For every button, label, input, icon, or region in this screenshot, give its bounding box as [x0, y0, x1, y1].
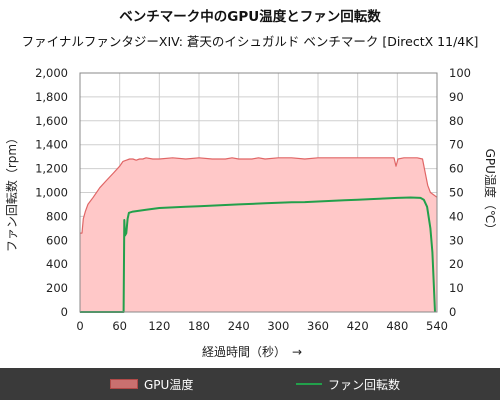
chart-svg: ベンチマーク中のGPU温度とファン回転数 ファイナルファンタジーXIV: 蒼天の… [4, 8, 498, 359]
chart-subtitle: ファイナルファンタジーXIV: 蒼天のイシュガルド ベンチマーク [Direct… [22, 34, 479, 49]
x-tick-label: 360 [307, 319, 329, 333]
y-right-tick-label: 30 [449, 233, 464, 247]
y-left-tick-label: 1,800 [35, 90, 68, 104]
y-right-tick-label: 10 [449, 281, 464, 295]
legend-label-gpu-temp: GPU温度 [144, 377, 194, 392]
y-right-tick-label: 40 [449, 209, 464, 223]
legend-item-fan-speed: ファン回転数 [296, 368, 400, 400]
y-left-tick-label: 1,200 [35, 162, 68, 176]
x-axis-title: 経過時間（秒） → [202, 345, 302, 359]
series-line-gpu-temp [80, 157, 438, 234]
y-left-tick-label: 1,600 [35, 114, 68, 128]
y-right-tick-label: 20 [449, 257, 464, 271]
y-left-tick-label: 0 [61, 305, 68, 319]
y-right-tick-label: 80 [449, 114, 464, 128]
x-tick-label: 180 [188, 319, 210, 333]
y-axis-right-title: GPU温度（℃） [483, 149, 498, 236]
y-left-tick-label: 400 [46, 257, 68, 271]
series-area-gpu-temp [80, 157, 437, 312]
y-left-tick-label: 600 [46, 233, 68, 247]
x-tick-label: 480 [386, 319, 408, 333]
y-right-tick-label: 70 [449, 138, 464, 152]
y-right-tick-label: 50 [449, 186, 464, 200]
y-right-tick-label: 0 [449, 305, 456, 319]
y-left-tick-label: 2,000 [35, 66, 68, 80]
y-right-tick-label: 90 [449, 90, 464, 104]
y-axis-left-title: ファン回転数（rpm） [4, 132, 19, 252]
y-right-tick-label: 60 [449, 162, 464, 176]
x-tick-label: 420 [347, 319, 369, 333]
y-left-tick-label: 800 [46, 209, 68, 223]
plot-border [79, 72, 438, 313]
x-tick-label: 300 [267, 319, 289, 333]
y-left-tick-label: 1,400 [35, 138, 68, 152]
x-tick-label: 540 [426, 319, 448, 333]
x-tick-label: 60 [112, 319, 127, 333]
y-right-tick-label: 100 [449, 66, 471, 80]
series-line-fan-speed [80, 196, 436, 313]
legend-swatch-gpu-temp [110, 379, 138, 389]
tick-labels: 0 60 120 180 240 300 360 420 480 5400200400600800… [35, 66, 471, 333]
y-left-tick-label: 1,000 [35, 186, 68, 200]
legend-item-gpu-temp: GPU温度 [110, 368, 193, 400]
x-tick-label: 240 [228, 319, 250, 333]
legend: GPU温度 ファン回転数 [0, 368, 500, 400]
x-tick-label: 0 [76, 319, 83, 333]
x-tick-label: 120 [148, 319, 170, 333]
legend-label-fan-speed: ファン回転数 [328, 377, 401, 392]
chart-title: ベンチマーク中のGPU温度とファン回転数 [119, 8, 381, 25]
series-layer [80, 157, 438, 313]
legend-swatch-fan-speed [296, 383, 322, 385]
y-left-tick-label: 200 [46, 281, 68, 295]
